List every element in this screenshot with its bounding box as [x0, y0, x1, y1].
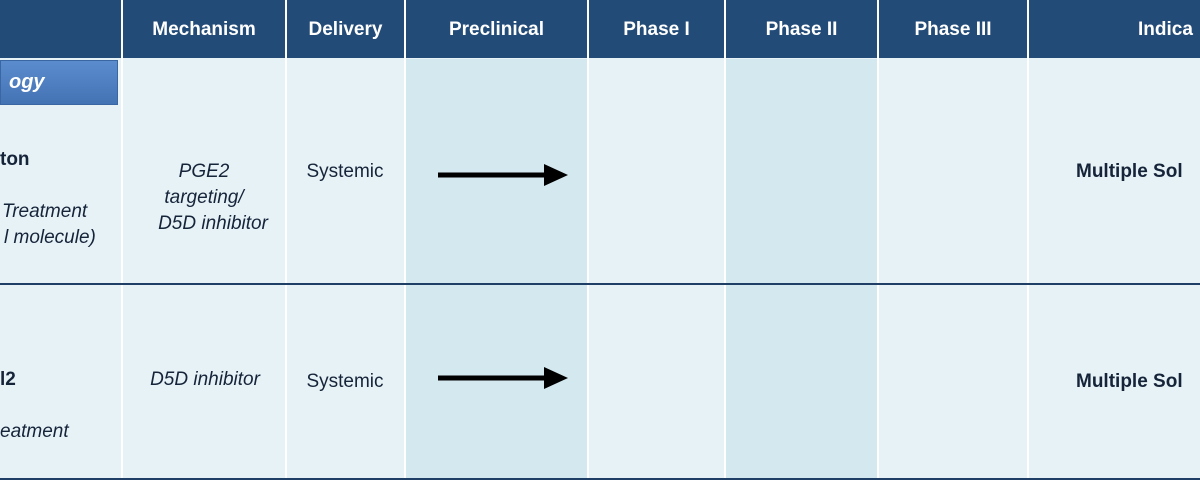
program-detail: Treatment	[2, 201, 88, 222]
row-separator	[0, 283, 1200, 285]
column-separator	[1027, 0, 1029, 480]
header-cell: Mechanism	[152, 19, 256, 40]
header-cell: Preclinical	[448, 19, 545, 40]
column-separator	[121, 0, 123, 480]
category-label: ogy	[9, 71, 45, 93]
category-badge: ogy	[0, 60, 118, 105]
header-row	[0, 0, 1200, 58]
mechanism: D5D inhibitor	[158, 213, 268, 234]
mechanism: targeting/	[164, 187, 244, 208]
delivery: Systemic	[306, 371, 384, 392]
preclinical-column	[405, 59, 588, 480]
mechanism: D5D inhibitor	[150, 369, 260, 390]
indication: Multiple Sol	[1076, 371, 1183, 392]
column-separator	[404, 0, 406, 480]
column-separator	[587, 0, 589, 480]
stage-arrow	[438, 164, 568, 186]
header-cell: Indica	[1138, 19, 1193, 40]
header-cell: Phase III	[914, 19, 992, 40]
header-cell: Delivery	[308, 19, 383, 40]
column-separator	[285, 0, 287, 480]
indication: Multiple Sol	[1076, 161, 1183, 182]
header-cell: Phase I	[623, 19, 690, 40]
program-detail: eatment	[0, 421, 69, 442]
column-separator	[724, 0, 726, 480]
delivery: Systemic	[306, 161, 384, 182]
stage-arrow	[438, 367, 568, 389]
program-name: ton	[0, 149, 30, 170]
phase2-column	[725, 59, 878, 480]
program-name: l2	[0, 369, 16, 390]
mechanism: PGE2	[178, 161, 230, 182]
column-separator	[877, 0, 879, 480]
header-cell: Phase II	[765, 19, 838, 40]
row-separator	[0, 478, 1200, 480]
program-detail: l molecule)	[4, 227, 96, 248]
